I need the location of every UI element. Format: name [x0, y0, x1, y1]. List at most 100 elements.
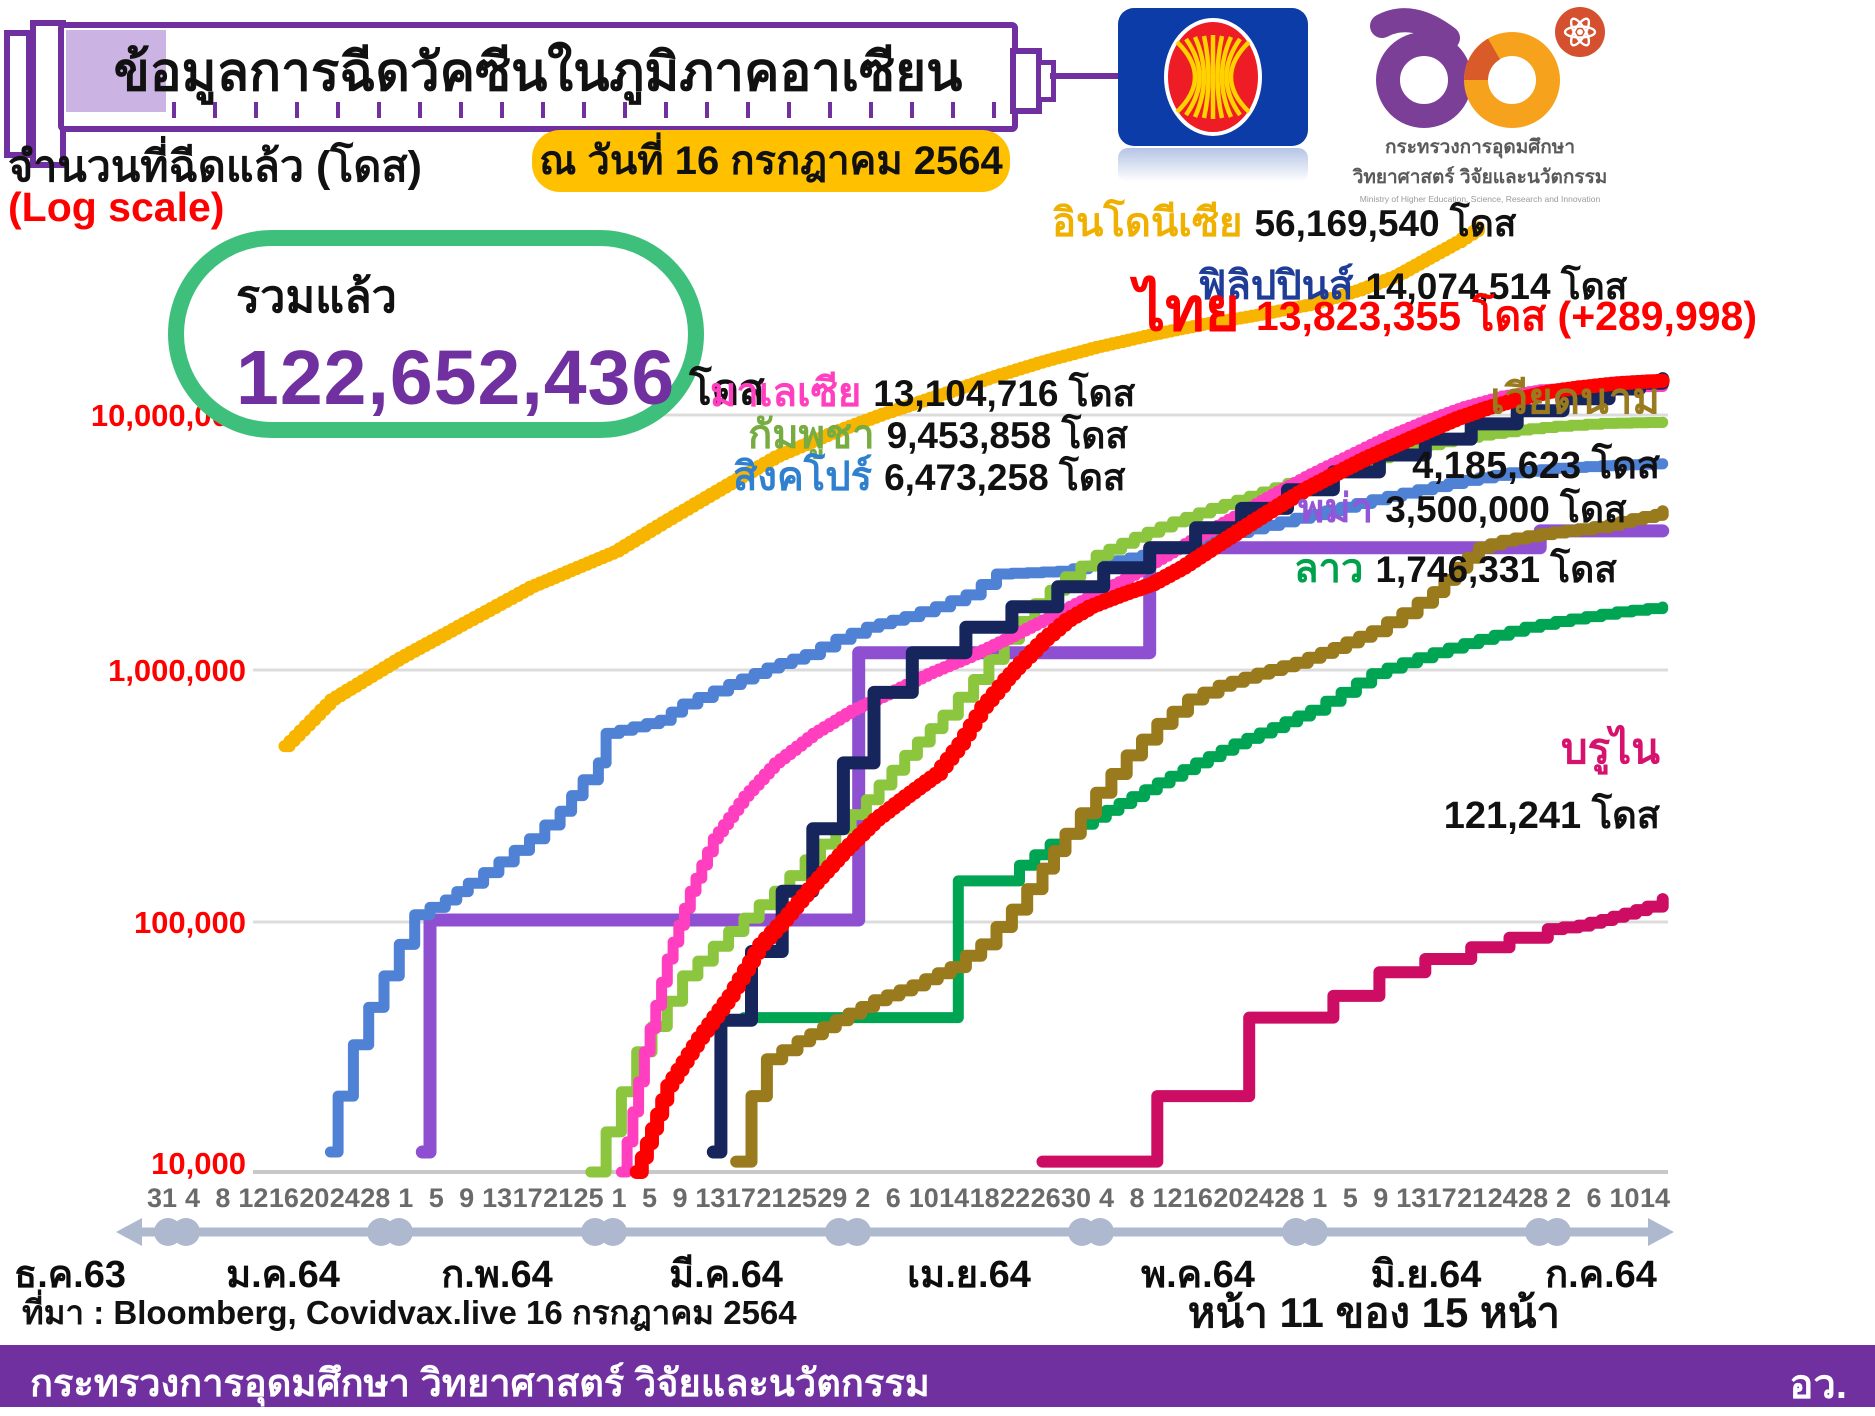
timeline-left-arrow: [116, 1218, 142, 1246]
day-tick-label: 9: [459, 1183, 475, 1213]
day-tick-label: 16: [1182, 1183, 1213, 1213]
day-tick-label: 2: [855, 1183, 871, 1213]
month-boundary-dot: [1543, 1218, 1571, 1246]
month-boundary-dot: [385, 1218, 413, 1246]
month-boundary-dot: [1068, 1218, 1096, 1246]
y-tick-10000: 10,000: [151, 1146, 246, 1181]
syringe-tick: [500, 102, 504, 118]
day-tick-label: 24: [1487, 1183, 1518, 1213]
thailand-name: ไทย: [1135, 276, 1240, 343]
day-tick-label: 4: [1099, 1183, 1115, 1213]
day-tick-label: 24: [1243, 1183, 1274, 1213]
asean-logo-reflection: [1118, 148, 1308, 182]
day-tick-label: 21: [543, 1183, 574, 1213]
line-brunei: [1036, 893, 1669, 1168]
day-tick-label: 21: [1457, 1183, 1488, 1213]
month-boundary-dot: [1525, 1218, 1553, 1246]
day-tick-label: 1: [611, 1183, 627, 1213]
timeline-right-arrow: [1648, 1218, 1674, 1246]
month-boundary-dot: [825, 1218, 853, 1246]
label-malaysia: มาเลเซีย 13,104,716 โดส: [710, 360, 1135, 424]
indonesia-name: อินโดนีเซีย: [1052, 201, 1243, 245]
day-tick-label: 6: [885, 1183, 901, 1213]
syringe-needle: [1050, 73, 1120, 79]
month-boundary-dot: [154, 1218, 182, 1246]
source-text: ที่มา : Bloomberg, Covidvax.live 16 กรกฎ…: [22, 1294, 797, 1331]
day-tick-label: 5: [641, 1183, 658, 1213]
day-tick-label: 17: [1426, 1183, 1457, 1213]
label-thailand: ไทย 13,823,355 โดส (+289,998): [1135, 262, 1757, 357]
month-boundary-dot: [599, 1218, 627, 1246]
asean-paddy-sheaf: [1175, 35, 1251, 119]
syringe-tick: [869, 102, 873, 118]
day-tick-label: 28: [1518, 1183, 1549, 1213]
month-label-0: ธ.ค.63: [14, 1254, 126, 1296]
syringe-tick: [295, 102, 299, 118]
day-tick-label: 2: [1556, 1183, 1572, 1213]
day-tick-label: 22: [1000, 1183, 1031, 1213]
day-tick-label: 16: [268, 1183, 299, 1213]
total-value: 122,652,436: [236, 335, 676, 421]
label-laos: ลาว 1,746,331 โดส: [1294, 536, 1617, 600]
label-indonesia: อินโดนีเซีย 56,169,540 โดส: [1052, 190, 1516, 254]
myanmar-name: พม่า: [1298, 487, 1374, 531]
syringe-tick: [459, 102, 463, 118]
day-tick-label: 17: [725, 1183, 756, 1213]
day-tick-label: 17: [512, 1183, 543, 1213]
label-brunei: บรูไน 121,241 โดส: [1380, 716, 1660, 845]
day-tick-label: 31: [146, 1183, 178, 1213]
syringe-tick: [705, 102, 709, 118]
month-label-7: ก.ค.64: [1545, 1254, 1657, 1296]
syringe-tick: [746, 102, 750, 118]
day-tick-label: 9: [672, 1183, 688, 1213]
footer-ministry-abbr: อว.: [1789, 1363, 1847, 1407]
asean-logo: [1118, 8, 1308, 146]
cambodia-name: กัมพูชา: [748, 413, 875, 457]
y-axis-title: จำนวนที่ฉีดแล้ว (โดส): [8, 143, 422, 191]
label-vietnam: เวียดนาม 4,185,623 โดส: [1380, 366, 1660, 495]
day-tick-label: 26: [1030, 1183, 1061, 1213]
day-tick-label: 8: [1129, 1183, 1145, 1213]
month-boundary-dot: [1300, 1218, 1328, 1246]
singapore-name: สิงคโปร์: [733, 455, 873, 499]
day-tick-label: 21: [756, 1183, 787, 1213]
cambodia-value: 9,453,858 โดส: [886, 415, 1128, 456]
brunei-value: 121,241 โดส: [1443, 795, 1660, 837]
syringe-tick: [377, 102, 381, 118]
day-tick-label: 13: [1396, 1183, 1427, 1213]
day-tick-label: 25: [786, 1183, 817, 1213]
indonesia-value: 56,169,540 โดส: [1254, 203, 1517, 244]
syringe-tick: [254, 102, 258, 118]
label-cambodia: กัมพูชา 9,453,858 โดส: [748, 402, 1128, 466]
singapore-value: 6,473,258 โดส: [884, 457, 1126, 498]
day-tick-label: 5: [1342, 1183, 1358, 1213]
day-tick-label: 29: [817, 1183, 848, 1213]
month-boundary-dot: [1282, 1218, 1310, 1246]
day-tick-label: 12: [1152, 1183, 1183, 1213]
syringe-tick: [664, 102, 668, 118]
month-label-1: ม.ค.64: [226, 1254, 340, 1296]
page-number: หน้า 11 ของ 15 หน้า: [1187, 1289, 1560, 1336]
y-tick-100000: 100,000: [133, 905, 246, 940]
syringe-tick: [992, 102, 996, 118]
day-tick-label: 28: [360, 1183, 391, 1213]
month-boundary-dot: [172, 1218, 200, 1246]
mhesi-logo: [1352, 4, 1612, 134]
month-boundary-dot: [843, 1218, 871, 1246]
syringe-tick: [582, 102, 586, 118]
label-singapore: สิงคโปร์ 6,473,258 โดส: [733, 444, 1125, 508]
day-tick-label: 20: [1213, 1183, 1244, 1213]
atom-icon: [1555, 7, 1605, 57]
day-tick-label: 20: [299, 1183, 330, 1213]
syringe-tick: [787, 102, 791, 118]
philippines-name: ฟิลิปปินส์: [1198, 264, 1354, 308]
day-tick-label: 14: [1639, 1183, 1670, 1213]
day-tick-label: 9: [1373, 1183, 1389, 1213]
total-label: รวมแล้ว: [236, 271, 397, 322]
day-tick-label: 6: [1586, 1183, 1602, 1213]
label-myanmar: พม่า 3,500,000 โดส: [1298, 476, 1627, 540]
day-tick-label: 28: [1274, 1183, 1305, 1213]
laos-value: 1,746,331 โดส: [1375, 549, 1617, 590]
day-tick-label: 10: [1609, 1183, 1640, 1213]
vietnam-value: 4,185,623 โดส: [1412, 445, 1660, 487]
